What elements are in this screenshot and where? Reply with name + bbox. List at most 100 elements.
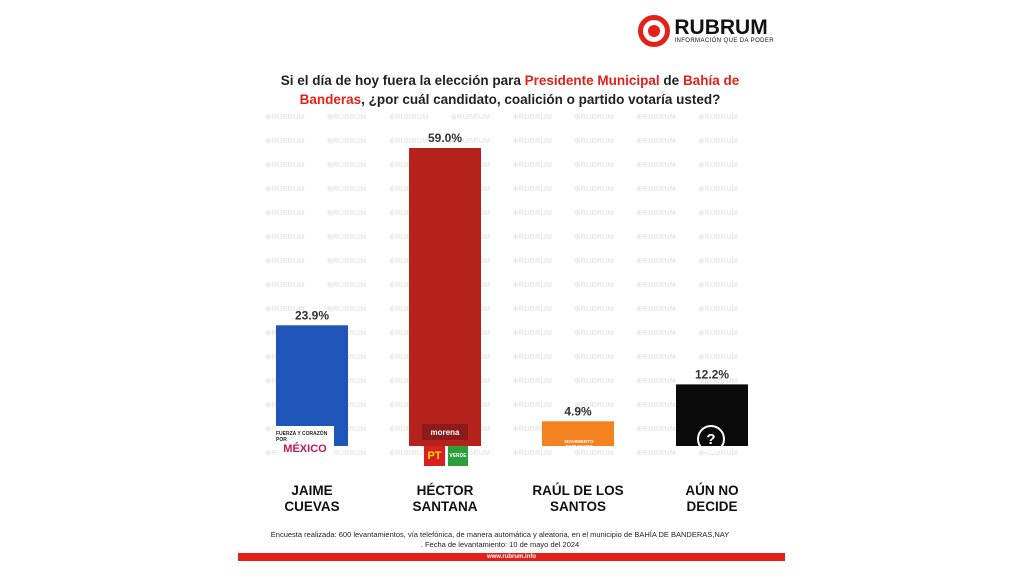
fxm-logo-bottom-text: MÉXICO [283,443,327,455]
question-highlight-place: Bahía de Banderas [299,73,740,107]
footer-url[interactable]: www.rubrum.info [486,554,537,560]
watermark-text: ⊕RUBRUM [512,112,553,121]
category-label: DECIDE [686,499,737,514]
watermark-text: ⊕RUBRUM [512,448,553,457]
watermark-text: ⊕RUBRUM [326,184,367,193]
question-text-1: Si el día de hoy fuera la elección para [280,73,525,88]
watermark-text: ⊕RUBRUM [326,304,367,313]
watermark-text: ⊕RUBRUM [512,232,553,241]
question-highlight-office: Presidente Municipal [524,73,660,88]
watermark-text: ⊕RUBRUM [450,448,491,457]
watermark-text: ⊕RUBRUM [512,256,553,265]
watermark-text: ⊕RUBRUM [698,136,738,145]
brand-logo: RUBRUM INFORMACIÓN QUE DA PODER [638,15,774,47]
watermark-text: ⊕RUBRUM [326,208,367,217]
question-mark-icon: ? [706,430,716,448]
watermark-text: ⊕RUBRUM [512,136,553,145]
watermark-text: ⊕RUBRUM [388,328,429,337]
watermark-text: ⊕RUBRUM [574,328,614,337]
watermark-text: ⊕RUBRUM [326,256,367,265]
watermark-text: ⊕RUBRUM [388,376,429,385]
category-label: SANTOS [550,499,606,514]
watermark-text: ⊕RUBRUM [698,304,738,313]
watermark-text: ⊕RUBRUM [574,184,614,193]
watermark-text: ⊕RUBRUM [265,232,305,241]
watermark-text: ⊕RUBRUM [388,136,429,145]
watermark-text: ⊕RUBRUM [698,232,738,241]
watermark-text: ⊕RUBRUM [326,232,367,241]
watermark-text: ⊕RUBRUM [698,184,738,193]
watermark-text: ⊕RUBRUM [388,232,429,241]
footnote-line-2: . Fecha de levantamiento: 10 de mayo del… [420,540,580,549]
watermark-text: ⊕RUBRUM [265,256,305,265]
mc-logo: MOVIMIENTO CIUDADANO [555,434,603,454]
watermark-text: ⊕RUBRUM [388,400,429,409]
category-label: AÚN NO [685,483,738,498]
brand-circle-icon [638,15,671,47]
footnote-line-1: Encuesta realizada: 600 levantamientos, … [270,530,730,539]
category-label: RAÚL DE LOS [532,483,623,498]
watermark-text: ⊕RUBRUM [698,256,738,265]
watermark-text: ⊕RUBRUM [512,328,553,337]
watermark-text: ⊕RUBRUM [265,280,305,289]
bar-1 [276,325,348,446]
watermark-text: ⊕RUBRUM [326,160,367,169]
watermark-text: ⊕RUBRUM [636,328,676,337]
category-label: SANTANA [413,499,478,514]
watermark-text: ⊕RUBRUM [388,304,429,313]
poll-card [238,0,785,576]
watermark-text: ⊕RUBRUM [574,352,614,361]
watermark-text: ⊕RUBRUM [574,376,614,385]
morena-logo-text: morena [430,427,460,437]
watermark-text: ⊕RUBRUM [326,112,367,121]
fxm-logo-top-text: FUERZA Y CORAZÓN POR [276,431,328,443]
question-text-3: , ¿por cuál candidato, coalición o parti… [361,92,721,107]
watermark-text: ⊕RUBRUM [512,424,553,433]
question-text-2: de [659,73,683,88]
watermark-text: ⊕RUBRUM [512,208,553,217]
watermark-text: ⊕RUBRUM [698,448,738,457]
watermark-text: ⊕RUBRUM [388,280,429,289]
watermark-text: ⊕RUBRUM [636,160,676,169]
morena-logo: morena [422,424,468,440]
watermark-text: ⊕RUBRUM [326,448,367,457]
watermark-text: ⊕RUBRUM [265,304,305,313]
watermark-text: ⊕RUBRUM [326,280,367,289]
poll-question: Si el día de hoy fuera la elección para … [250,71,770,109]
category-label: CUEVAS [284,499,339,514]
watermark-text: ⊕RUBRUM [636,136,676,145]
bar-value-label: 4.9% [564,404,592,418]
watermark-text: ⊕RUBRUM [574,136,614,145]
watermark-text: ⊕RUBRUM [388,112,429,121]
watermark-text: ⊕RUBRUM [574,304,614,313]
watermark-text: ⊕RUBRUM [698,160,738,169]
undecided-silhouette-icon: ? [697,425,725,453]
watermark-text: ⊕RUBRUM [698,208,738,217]
watermark-text: ⊕RUBRUM [574,208,614,217]
watermark-text: ⊕RUBRUM [512,160,553,169]
watermark-text: ⊕RUBRUM [388,184,429,193]
watermark-text: ⊕RUBRUM [265,136,305,145]
watermark-text: ⊕RUBRUM [574,448,614,457]
watermark-text: ⊕RUBRUM [512,352,553,361]
watermark-text: ⊕RUBRUM [574,400,614,409]
brand-name: RUBRUM [674,16,768,39]
watermark-text: ⊕RUBRUM [265,160,305,169]
brand-tagline: INFORMACIÓN QUE DA PODER [674,38,774,44]
pt-logo-text: PT [427,450,442,462]
watermark-text: ⊕RUBRUM [574,232,614,241]
watermark-text: ⊕RUBRUM [636,232,676,241]
watermark-text: ⊕RUBRUM [326,136,367,145]
watermark-text: ⊕RUBRUM [636,112,676,121]
mc-logo-text: MOVIMIENTO CIUDADANO [564,439,594,449]
category-label: HÉCTOR [417,483,474,498]
watermark-text: ⊕RUBRUM [636,208,676,217]
watermark-text: ⊕RUBRUM [265,184,305,193]
watermark-text: ⊕RUBRUM [512,280,553,289]
watermark-text: ⊕RUBRUM [574,256,614,265]
watermark-text: ⊕RUBRUM [388,208,429,217]
survey-footnote: Encuesta realizada: 600 levantamientos, … [250,530,750,550]
watermark-text: ⊕RUBRUM [636,256,676,265]
watermark-text: ⊕RUBRUM [265,208,305,217]
